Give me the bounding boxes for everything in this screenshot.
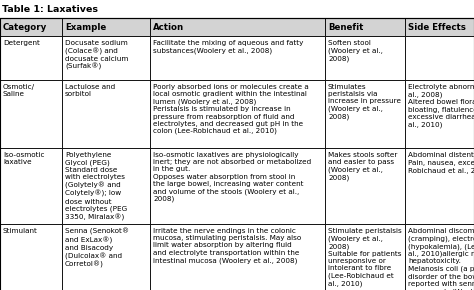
Text: Makes stools softer
and easier to pass
(Woolery et al.,
2008): Makes stools softer and easier to pass (… [328,152,397,181]
Bar [325,148,405,224]
Text: Stimulate peristalsis
(Woolery et al.,
2008)
Suitable for patients
unresponsive : Stimulate peristalsis (Woolery et al., 2… [328,228,402,287]
Bar [405,36,474,80]
Text: Detergent: Detergent [3,40,40,46]
Text: Side Effects: Side Effects [408,23,466,32]
Bar [150,148,325,224]
Text: Stimulant: Stimulant [3,228,38,234]
Bar [150,80,325,148]
Bar [405,80,474,148]
Text: Soften stool
(Woolery et al.,
2008): Soften stool (Woolery et al., 2008) [328,40,383,61]
Bar [325,18,405,36]
Bar [0,148,62,224]
Bar [325,80,405,148]
Text: Osmotic/
Saline: Osmotic/ Saline [3,84,35,97]
Text: Benefit: Benefit [328,23,364,32]
Bar [62,36,150,80]
Text: Abdominal discomfort
(cramping), electrolyte imbalances
(hypokalemia), (Lee-Robi: Abdominal discomfort (cramping), electro… [408,228,474,290]
Text: Action: Action [153,23,184,32]
Bar [150,224,325,290]
Bar [0,18,62,36]
Text: Stimulates
peristalsis via
increase in pressure
(Woolery et al.,
2008): Stimulates peristalsis via increase in p… [328,84,401,120]
Bar [405,224,474,290]
Text: Lactulose and
sorbitol: Lactulose and sorbitol [65,84,115,97]
Bar [0,224,62,290]
Bar [325,224,405,290]
Text: Example: Example [65,23,106,32]
Bar [150,36,325,80]
Text: Irritate the nerve endings in the colonic
mucosa, stimulating peristalsis. May a: Irritate the nerve endings in the coloni… [153,228,301,264]
Text: Electrolyte abnormalities (Woolery et
al., 2008)
Altered bowel flora can cause
b: Electrolyte abnormalities (Woolery et al… [408,84,474,128]
Text: Poorly absorbed ions or molecules create a
local osmotic gradient within the int: Poorly absorbed ions or molecules create… [153,84,309,135]
Bar [0,80,62,148]
Text: Iso-osmotic laxatives are physiologically
inert; they are not absorbed or metabo: Iso-osmotic laxatives are physiologicall… [153,152,311,202]
Text: Senna (Senokot®
and ExLax®)
and Bisacody
(Dulcolax® and
Corretol®): Senna (Senokot® and ExLax®) and Bisacody… [65,228,129,268]
Bar [62,224,150,290]
Bar [325,36,405,80]
Text: Polyethylene
Glycol (PEG)
Standard dose
with electrolytes
(Golytely® and
Colytel: Polyethylene Glycol (PEG) Standard dose … [65,152,127,221]
Text: Abdominal distention.
Pain, nausea, excessive diarrhea (Lee-
Robichaud et al., 2: Abdominal distention. Pain, nausea, exce… [408,152,474,173]
Bar [0,36,62,80]
Bar [62,148,150,224]
Bar [62,80,150,148]
Text: Category: Category [3,23,47,32]
Text: Iso-osmotic
laxative: Iso-osmotic laxative [3,152,45,165]
Bar [405,148,474,224]
Bar [150,18,325,36]
Text: Table 1: Laxatives: Table 1: Laxatives [2,5,98,14]
Text: Facilitate the mixing of aqueous and fatty
substances(Woolery et al., 2008): Facilitate the mixing of aqueous and fat… [153,40,303,54]
Bar [405,18,474,36]
Text: Docusate sodium
(Colace®) and
docusate calcium
(Surfak®): Docusate sodium (Colace®) and docusate c… [65,40,128,70]
Bar [62,18,150,36]
